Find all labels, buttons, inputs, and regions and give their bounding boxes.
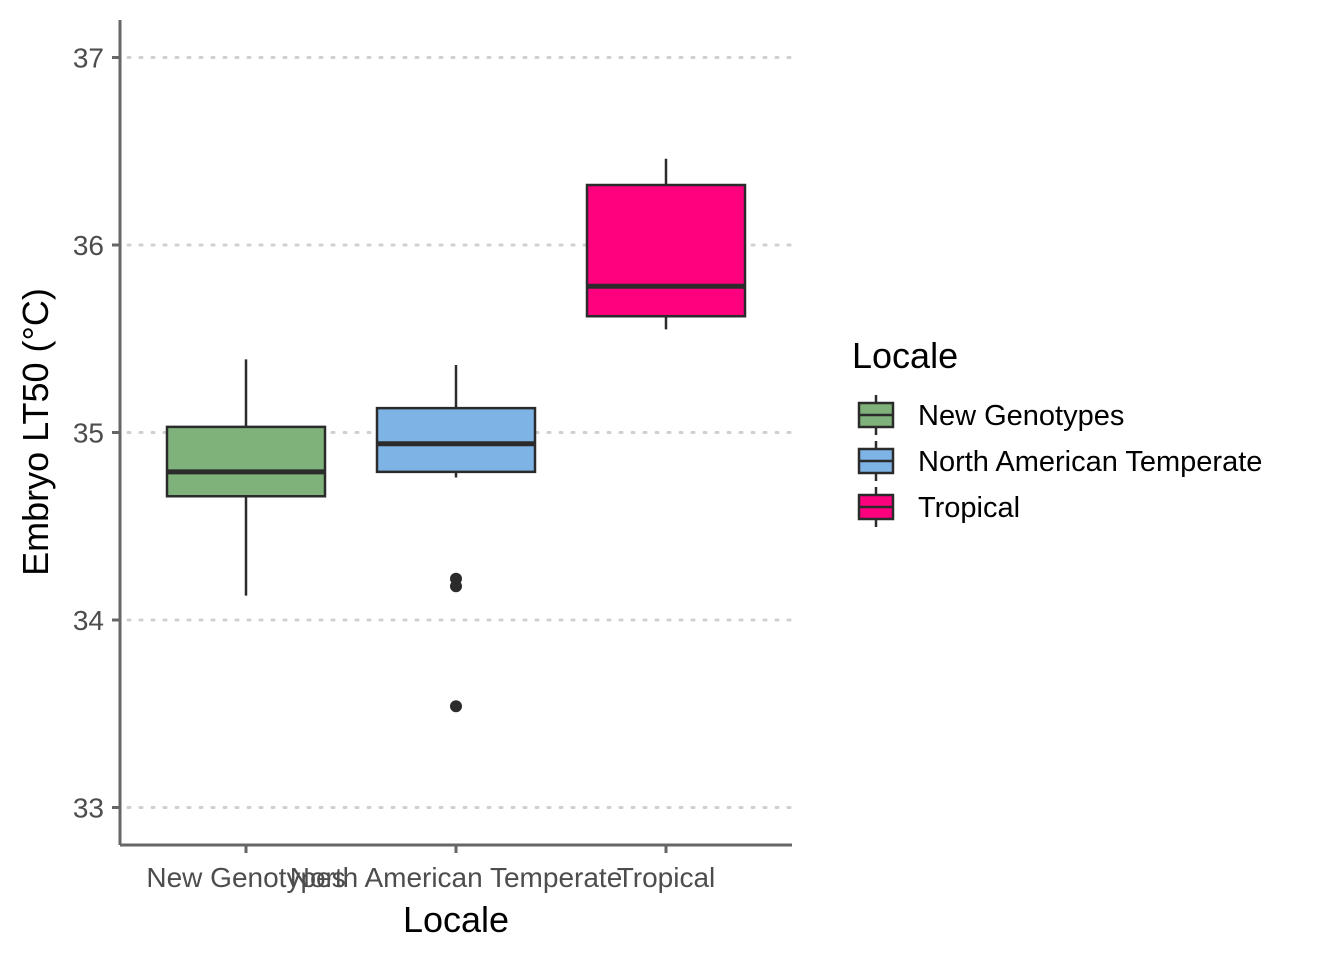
outlier-point bbox=[450, 580, 462, 593]
box-iqr bbox=[375, 406, 537, 474]
y-ticks: 33 34 35 36 37 bbox=[73, 43, 120, 824]
legend: Locale New Genotypes North American Tempe… bbox=[852, 335, 1262, 527]
y-tick-label: 36 bbox=[73, 230, 104, 261]
legend-entry: Tropical bbox=[857, 487, 1020, 527]
legend-entry: North American Temperate bbox=[857, 441, 1262, 481]
legend-label: New Genotypes bbox=[918, 400, 1124, 432]
y-tick-label: 34 bbox=[73, 605, 104, 636]
x-tick-label: New Genotypes bbox=[146, 862, 345, 893]
x-axis-title: Locale bbox=[403, 899, 509, 940]
outlier-point bbox=[450, 700, 462, 713]
box-group bbox=[375, 365, 537, 713]
legend-label: North American Temperate bbox=[918, 446, 1262, 478]
legend-entry: New Genotypes bbox=[857, 395, 1124, 435]
y-tick-label: 35 bbox=[73, 418, 104, 449]
legend-label: Tropical bbox=[918, 492, 1020, 524]
x-tick-label: North American Temperate bbox=[290, 862, 623, 893]
boxes bbox=[165, 158, 747, 713]
x-tick-label: Tropical bbox=[617, 862, 716, 893]
y-axis-title: Embryo LT50 (°C) bbox=[15, 288, 56, 576]
box-iqr bbox=[165, 425, 327, 498]
box-group bbox=[585, 158, 747, 330]
box-iqr bbox=[585, 183, 747, 318]
legend-title: Locale bbox=[852, 335, 958, 376]
y-tick-label: 33 bbox=[73, 793, 104, 824]
box-group bbox=[165, 359, 327, 596]
y-tick-label: 37 bbox=[73, 43, 104, 74]
